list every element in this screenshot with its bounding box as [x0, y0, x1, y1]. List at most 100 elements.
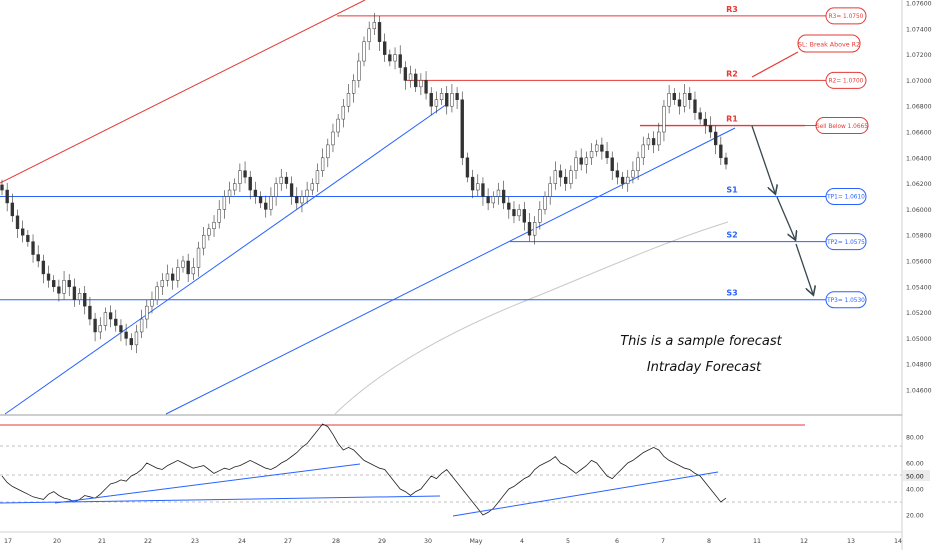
time-tick-label: 21	[98, 538, 106, 545]
candle-body	[657, 131, 661, 146]
candle-body	[476, 183, 480, 191]
candle-body	[10, 202, 15, 217]
rsi-tick-label: 40.00	[906, 487, 924, 494]
candle-body	[346, 93, 351, 107]
candle-body	[455, 93, 459, 101]
candle-body	[610, 157, 614, 171]
candle-body	[129, 338, 133, 346]
time-tick-label: 23	[191, 538, 199, 545]
candle-body	[522, 209, 526, 223]
candle-body	[274, 183, 278, 197]
candle-body	[589, 151, 594, 159]
candle-body	[212, 222, 216, 230]
time-tick-label: 30	[424, 538, 432, 545]
level-name-r2: R2	[726, 69, 738, 78]
level-callout-label-s2: TP2= 1.0575	[826, 240, 865, 246]
price-tick-label: 1.07200	[906, 52, 932, 59]
candle-body	[103, 312, 108, 326]
candle-body	[631, 170, 635, 178]
candle-body	[517, 209, 521, 217]
candle-body	[641, 144, 645, 159]
level-callout-label-r1: Sell Below 1.0665	[816, 124, 868, 130]
candle-body	[445, 93, 449, 107]
candle-body	[713, 131, 718, 146]
rsi-current-label: 50.00	[906, 474, 924, 481]
candle-body	[284, 176, 289, 184]
candle-body	[181, 260, 185, 268]
candle-body	[134, 331, 139, 346]
candle-body	[269, 196, 273, 210]
arrow-to-tp2	[776, 196, 795, 239]
level-callout-label-r3: R3= 1.0750	[829, 14, 864, 20]
candle-body	[93, 318, 97, 333]
candle-body	[155, 286, 159, 300]
level-callout-label-r2: R2= 1.0700	[829, 79, 864, 85]
candle-body	[512, 209, 516, 217]
candle-body	[698, 112, 702, 120]
candle-body	[238, 170, 242, 184]
candle-body	[295, 196, 299, 204]
candle-body	[677, 99, 682, 107]
candle-body	[279, 176, 283, 184]
candle-body	[264, 202, 268, 210]
price-tick-label: 1.04600	[906, 388, 932, 395]
price-tick-label: 1.06000	[906, 207, 932, 214]
candle-body	[548, 183, 552, 197]
price-tick-label: 1.05600	[906, 259, 932, 266]
rsi-trendline-3	[452, 471, 719, 517]
level-name-r3: R3	[726, 5, 738, 14]
price-tick-label: 1.05800	[906, 233, 932, 240]
candle-body	[507, 202, 511, 210]
candle-body	[191, 267, 196, 275]
candle-body	[67, 280, 71, 288]
candle-body	[574, 157, 578, 171]
price-tick-label: 1.06600	[906, 130, 932, 137]
candle-body	[253, 189, 258, 197]
time-tick-label: 29	[378, 538, 386, 545]
candle-body	[310, 183, 314, 191]
candle-body	[114, 318, 118, 326]
time-tick-label: 5	[566, 538, 570, 545]
candle-body	[88, 305, 92, 320]
candle-body	[553, 170, 558, 184]
candle-body	[527, 222, 532, 236]
candle-body	[315, 170, 320, 184]
candle-body	[21, 228, 25, 236]
level-callout-r3	[825, 7, 867, 25]
time-tick-label: 28	[332, 538, 340, 545]
time-tick-label: 27	[284, 538, 292, 545]
price-tick-label: 1.05000	[906, 336, 932, 343]
level-callout-label-s3: TP3= 1.0530	[826, 298, 865, 304]
candle-body	[124, 331, 128, 339]
candle-body	[248, 176, 252, 191]
candle-body	[538, 209, 542, 223]
price-tick-label: 1.06400	[906, 155, 932, 162]
candlestick-series	[0, 13, 728, 354]
candle-body	[703, 118, 707, 126]
candle-body	[429, 93, 433, 107]
arrow-to-tp1	[751, 125, 775, 193]
candle-body	[496, 189, 501, 197]
forecast-arrows	[751, 51, 813, 294]
candle-body	[305, 189, 309, 197]
candle-body	[52, 280, 56, 288]
candle-body	[419, 80, 423, 88]
candle-body	[636, 157, 640, 171]
candle-body	[569, 170, 573, 184]
candle-body	[26, 234, 30, 242]
support-trendline-1	[4, 103, 448, 415]
level-callout-s2	[825, 233, 867, 251]
candle-body	[491, 196, 495, 204]
rsi-current-badge	[903, 470, 930, 481]
candle-body	[439, 93, 444, 101]
time-tick-label: 13	[847, 538, 855, 545]
candle-body	[320, 157, 325, 171]
candle-body	[233, 183, 237, 191]
candle-body	[564, 176, 568, 184]
time-tick-label: 20	[53, 538, 61, 545]
candle-body	[357, 60, 361, 81]
rsi-tick-label: 60.00	[906, 461, 924, 468]
candle-body	[46, 273, 51, 281]
annotation-intraday-forecast: Intraday Forecast	[647, 360, 762, 375]
price-tick-label: 1.07000	[906, 78, 932, 85]
